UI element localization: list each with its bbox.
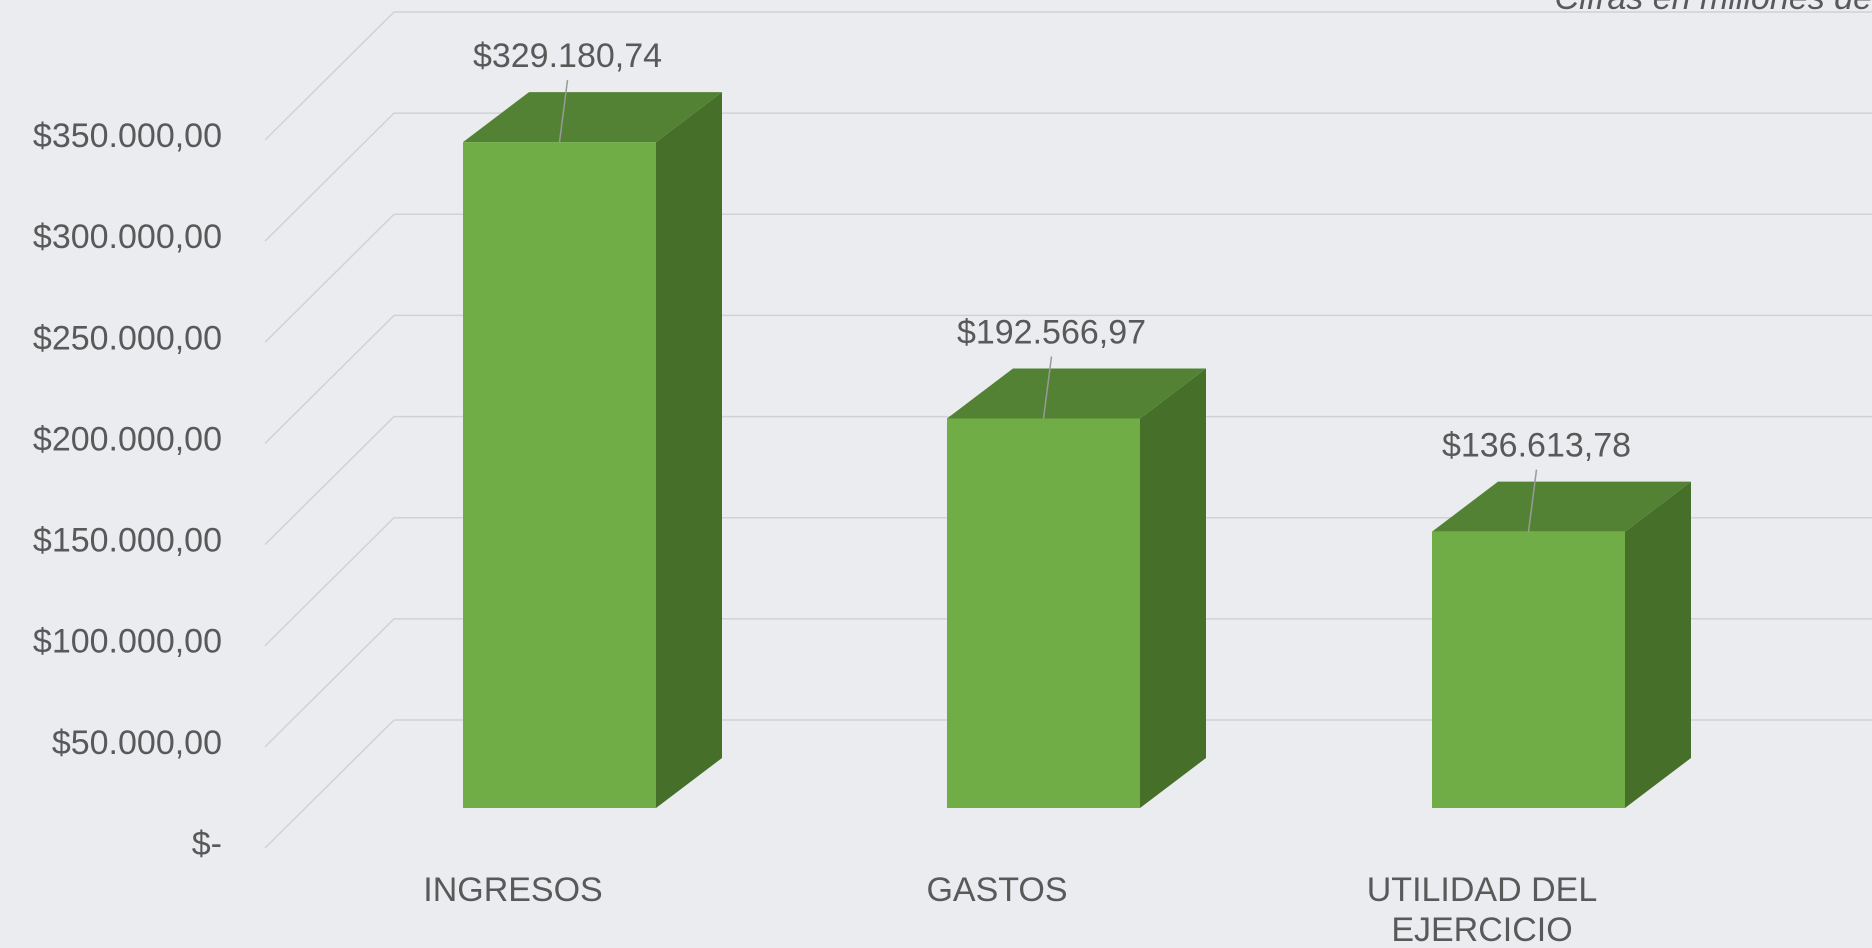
- y-tick-label: $-: [192, 825, 222, 863]
- bar-side: [1140, 368, 1206, 808]
- leader-line: [558, 80, 569, 143]
- bar: [947, 418, 1140, 808]
- value-label: $192.566,97: [957, 313, 1146, 351]
- bar-side: [1625, 481, 1691, 808]
- grid-diagonal: [264, 314, 395, 444]
- leader-line: [1042, 356, 1053, 419]
- bar-top: [1432, 481, 1691, 532]
- x-tick-label: UTILIDAD DEL EJERCICIO: [1366, 871, 1598, 948]
- bar: [1432, 531, 1625, 808]
- grid-diagonal: [264, 517, 395, 647]
- grid-diagonal: [264, 112, 395, 242]
- grid-diagonal: [264, 11, 395, 141]
- value-label: $329.180,74: [473, 37, 662, 75]
- bar-side: [656, 92, 722, 809]
- grid-diagonal: [264, 416, 395, 546]
- bar-top: [947, 368, 1206, 419]
- x-tick-label: GASTOS: [926, 871, 1068, 909]
- y-tick-label: $250.000,00: [33, 319, 222, 357]
- grid-diagonal: [264, 618, 395, 748]
- bar: [463, 142, 656, 809]
- subtitle: Cifras en millones de: [1555, 0, 1872, 17]
- y-tick-label: $100.000,00: [33, 623, 222, 661]
- y-tick-label: $300.000,00: [33, 218, 222, 256]
- x-tick-label: INGRESOS: [423, 871, 603, 909]
- value-label: $136.613,78: [1442, 427, 1631, 465]
- leader-line: [1527, 469, 1538, 532]
- y-tick-label: $200.000,00: [33, 420, 222, 458]
- grid-diagonal: [264, 719, 395, 849]
- grid-diagonal: [264, 213, 395, 343]
- bar-top: [463, 92, 722, 143]
- y-tick-label: $350.000,00: [33, 117, 222, 155]
- y-tick-label: $50.000,00: [52, 724, 222, 762]
- y-tick-label: $150.000,00: [33, 522, 222, 560]
